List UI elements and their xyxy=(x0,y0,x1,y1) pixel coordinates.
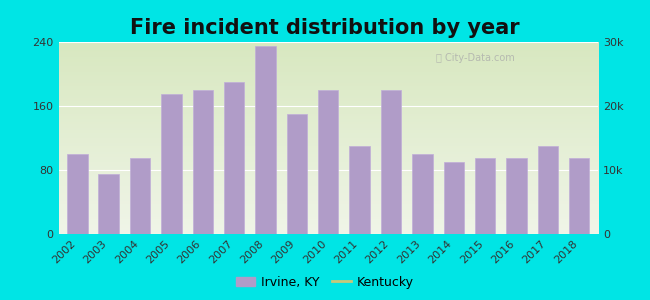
Bar xyxy=(287,114,307,234)
Bar xyxy=(161,94,181,234)
Bar xyxy=(99,174,119,234)
Legend: Irvine, KY, Kentucky: Irvine, KY, Kentucky xyxy=(231,271,419,294)
Bar xyxy=(381,90,401,234)
Bar xyxy=(192,90,213,234)
Bar xyxy=(255,46,276,234)
Bar xyxy=(506,158,526,234)
Bar xyxy=(475,158,495,234)
Bar xyxy=(350,146,370,234)
Bar xyxy=(318,90,339,234)
Bar xyxy=(412,154,432,234)
Bar xyxy=(224,82,244,234)
Text: ⓘ City-Data.com: ⓘ City-Data.com xyxy=(436,53,515,63)
Bar xyxy=(538,146,558,234)
Bar xyxy=(67,154,88,234)
Bar xyxy=(443,162,464,234)
Bar xyxy=(569,158,590,234)
Text: Fire incident distribution by year: Fire incident distribution by year xyxy=(130,18,520,38)
Bar xyxy=(130,158,150,234)
